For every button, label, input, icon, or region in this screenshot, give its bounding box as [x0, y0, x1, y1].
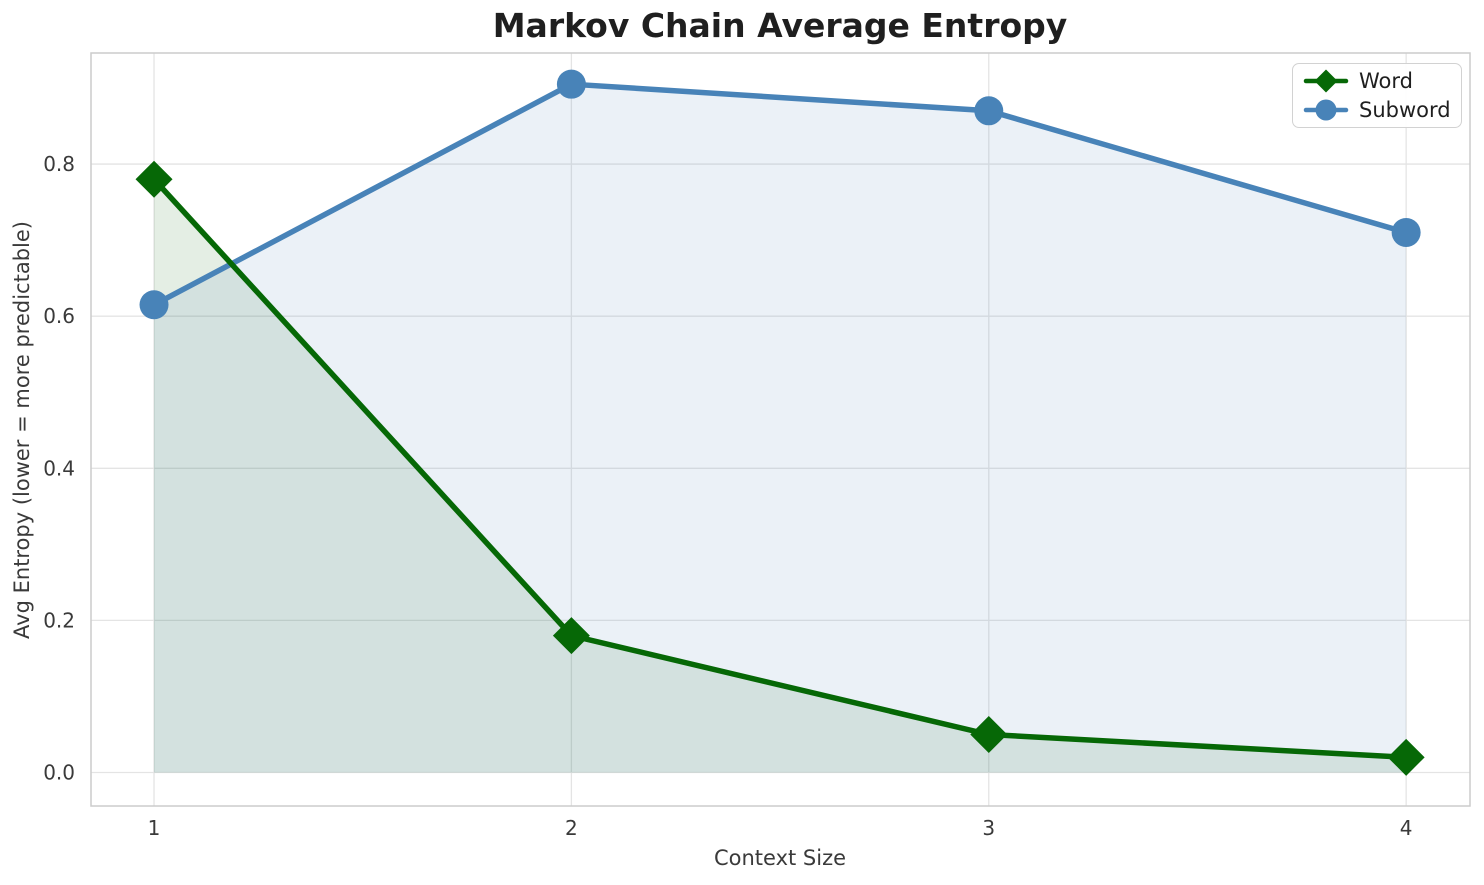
- legend-label-word: Word: [1359, 68, 1413, 93]
- word-marker: [552, 617, 590, 655]
- subword-legend-circle: [1315, 99, 1337, 121]
- y-tick-label: 0.2: [43, 608, 75, 632]
- subword-marker: [1391, 218, 1421, 248]
- x-tick-label: 3: [982, 816, 995, 840]
- subword-area: [154, 84, 1407, 773]
- y-tick-label: 0.4: [43, 456, 75, 480]
- y-tick-label: 0.0: [43, 761, 75, 785]
- x-tick-label: 2: [565, 816, 578, 840]
- subword-circle-marker-icon: [1303, 99, 1349, 121]
- word-area: [154, 179, 1407, 773]
- word-diamond-marker-icon: [1303, 69, 1349, 93]
- subword-line: [151, 81, 1409, 308]
- word-line: [151, 176, 1409, 761]
- legend-item-word: Word: [1303, 66, 1451, 95]
- legend-label-subword: Subword: [1359, 98, 1451, 123]
- x-tick-label: 1: [148, 816, 161, 840]
- y-tick-label: 0.6: [43, 304, 75, 328]
- word-legend-diamond: [1314, 69, 1338, 93]
- word-marker: [1387, 738, 1425, 776]
- subword-marker: [556, 69, 586, 99]
- y-tick-label: 0.8: [43, 152, 75, 176]
- y-axis-label: Avg Entropy (lower = more predictable): [10, 221, 34, 639]
- subword-marker: [139, 290, 169, 320]
- legend: Word Subword: [1292, 63, 1462, 128]
- legend-item-subword: Subword: [1303, 96, 1451, 125]
- word-marker: [970, 716, 1008, 754]
- plot-frame: [90, 52, 1471, 807]
- x-axis-label: Context Size: [713, 846, 847, 870]
- chart-title: Markov Chain Average Entropy: [492, 6, 1068, 45]
- word-marker: [135, 160, 173, 198]
- x-tick-label: 4: [1400, 816, 1413, 840]
- subword-marker: [974, 96, 1004, 126]
